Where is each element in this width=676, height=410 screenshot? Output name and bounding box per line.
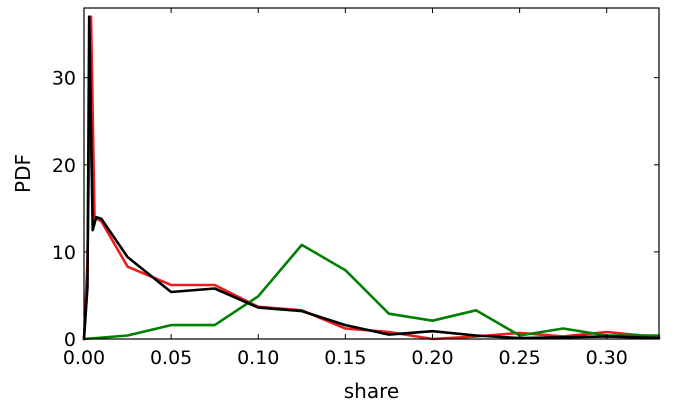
x-tick-label: 0.10	[237, 347, 279, 369]
y-tick-label: 10	[52, 242, 76, 264]
x-tick-label: 0.05	[150, 347, 192, 369]
y-axis-label: PDF	[11, 154, 35, 193]
y-tick-label: 0	[64, 329, 76, 351]
series-layer	[84, 17, 659, 339]
y-tick-label: 20	[52, 155, 76, 177]
series-line-3	[84, 17, 659, 339]
x-tick-label: 0.20	[411, 347, 453, 369]
plot-frame	[84, 8, 659, 339]
x-tick-label: 0.25	[498, 347, 540, 369]
x-tick-label: 0.15	[324, 347, 366, 369]
x-axis-label: share	[344, 379, 399, 403]
x-tick-label: 0.30	[586, 347, 628, 369]
y-tick-label: 30	[52, 68, 76, 90]
